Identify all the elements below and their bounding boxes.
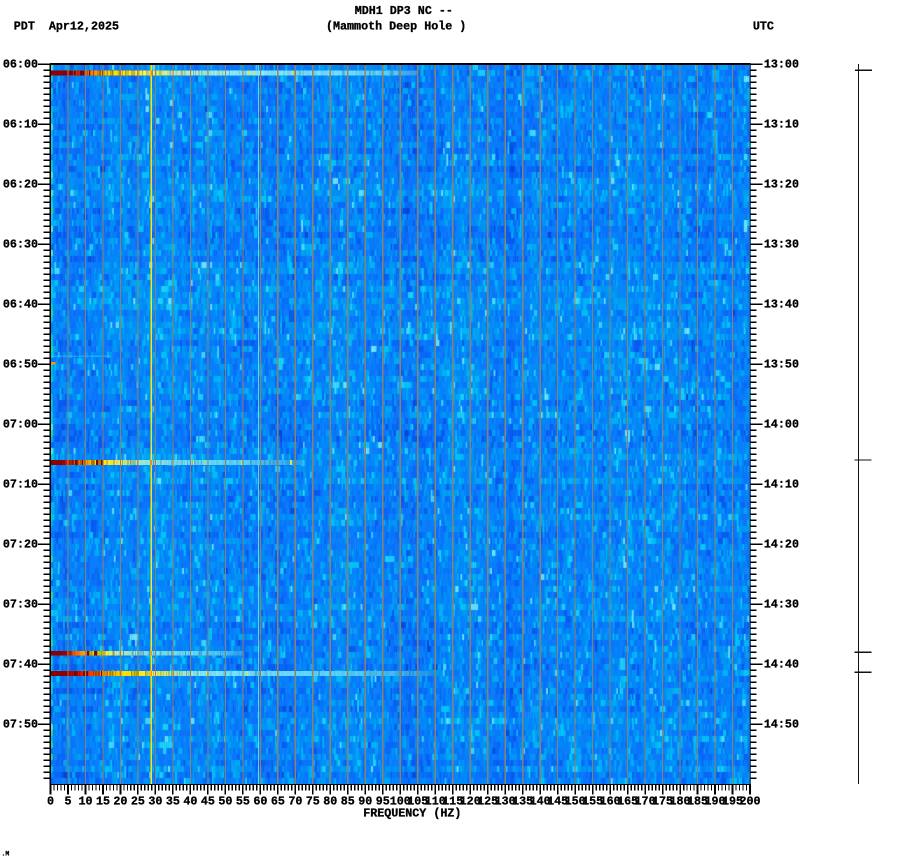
svg-text:07:40: 07:40 [3, 658, 38, 672]
svg-text:06:30: 06:30 [3, 238, 38, 252]
svg-text:20: 20 [113, 795, 127, 809]
svg-text:105: 105 [407, 795, 428, 809]
svg-text:15: 15 [96, 795, 110, 809]
svg-text:06:40: 06:40 [3, 298, 38, 312]
svg-text:90: 90 [358, 795, 372, 809]
svg-text:135: 135 [512, 795, 533, 809]
svg-text:75: 75 [306, 795, 320, 809]
svg-text:13:30: 13:30 [764, 238, 799, 252]
svg-text:185: 185 [687, 795, 708, 809]
svg-text:65: 65 [271, 795, 285, 809]
svg-text:14:20: 14:20 [764, 538, 799, 552]
svg-text:MDH1 DP3 NC --: MDH1 DP3 NC -- [355, 4, 453, 18]
svg-text:07:30: 07:30 [3, 598, 38, 612]
svg-text:190: 190 [704, 795, 725, 809]
svg-text:100: 100 [390, 795, 411, 809]
svg-text:45: 45 [201, 795, 215, 809]
svg-text:FREQUENCY (HZ): FREQUENCY (HZ) [363, 806, 461, 820]
svg-text:150: 150 [565, 795, 586, 809]
svg-text:13:00: 13:00 [764, 58, 799, 72]
svg-text:60: 60 [253, 795, 267, 809]
svg-text:155: 155 [582, 795, 603, 809]
svg-text:95: 95 [376, 795, 390, 809]
svg-text:13:10: 13:10 [764, 118, 799, 132]
svg-text:110: 110 [425, 795, 446, 809]
svg-text:140: 140 [530, 795, 551, 809]
svg-text:50: 50 [218, 795, 232, 809]
svg-text:07:10: 07:10 [3, 478, 38, 492]
svg-text:PDT Apr12,2025: PDT Apr12,2025 [14, 19, 119, 33]
svg-text:07:00: 07:00 [3, 418, 38, 432]
svg-text:200: 200 [739, 795, 760, 809]
svg-text:(Mammoth Deep Hole ): (Mammoth Deep Hole ) [326, 19, 466, 33]
svg-text:14:00: 14:00 [764, 418, 799, 432]
svg-text:40: 40 [183, 795, 197, 809]
svg-text:13:20: 13:20 [764, 178, 799, 192]
svg-text:85: 85 [341, 795, 355, 809]
svg-text:06:50: 06:50 [3, 358, 38, 372]
svg-text:115: 115 [442, 795, 463, 809]
svg-text:07:20: 07:20 [3, 538, 38, 552]
svg-text:145: 145 [547, 795, 568, 809]
svg-text:0: 0 [47, 795, 54, 809]
svg-text:14:50: 14:50 [764, 718, 799, 732]
svg-text:06:20: 06:20 [3, 178, 38, 192]
svg-text:5: 5 [64, 795, 71, 809]
svg-text:10: 10 [78, 795, 92, 809]
svg-text:13:50: 13:50 [764, 358, 799, 372]
svg-text:13:40: 13:40 [764, 298, 799, 312]
svg-text:80: 80 [323, 795, 337, 809]
svg-text:70: 70 [288, 795, 302, 809]
svg-text:125: 125 [477, 795, 498, 809]
svg-text:195: 195 [722, 795, 743, 809]
svg-text:175: 175 [652, 795, 673, 809]
svg-text:160: 160 [600, 795, 621, 809]
svg-text:55: 55 [236, 795, 250, 809]
svg-text:35: 35 [166, 795, 180, 809]
svg-text:.M: .M [2, 851, 10, 858]
svg-text:180: 180 [670, 795, 691, 809]
svg-text:UTC: UTC [753, 19, 774, 33]
svg-text:14:10: 14:10 [764, 478, 799, 492]
svg-text:06:10: 06:10 [3, 118, 38, 132]
svg-text:06:00: 06:00 [3, 58, 38, 72]
svg-text:07:50: 07:50 [3, 718, 38, 732]
svg-text:14:40: 14:40 [764, 658, 799, 672]
svg-text:165: 165 [617, 795, 638, 809]
svg-text:120: 120 [460, 795, 481, 809]
svg-text:14:30: 14:30 [764, 598, 799, 612]
svg-text:30: 30 [148, 795, 162, 809]
svg-text:25: 25 [131, 795, 145, 809]
svg-text:170: 170 [635, 795, 656, 809]
svg-text:130: 130 [495, 795, 516, 809]
